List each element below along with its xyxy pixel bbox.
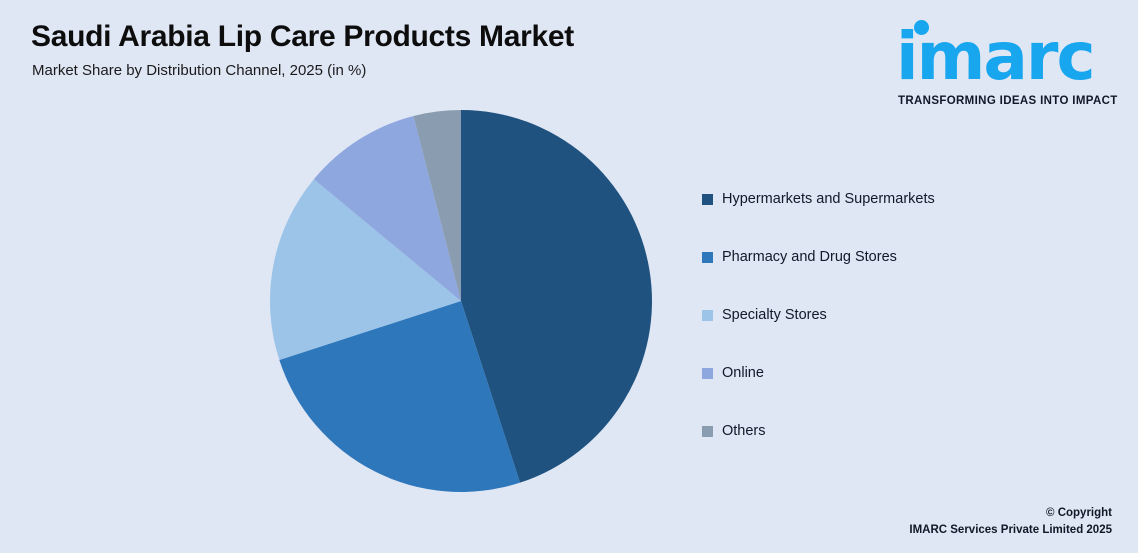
pie-chart-svg bbox=[270, 110, 652, 492]
legend-item-label: Specialty Stores bbox=[722, 307, 827, 323]
logo-wordmark: imarc bbox=[896, 18, 1096, 95]
legend-item[interactable]: Others bbox=[702, 402, 1032, 460]
pie-slice[interactable] bbox=[313, 116, 461, 301]
legend-swatch-icon bbox=[702, 425, 713, 437]
legend-item-label: Online bbox=[722, 365, 764, 381]
page-title: Saudi Arabia Lip Care Products Market bbox=[31, 20, 574, 53]
pie-chart bbox=[270, 110, 652, 492]
logo-tagline: TRANSFORMING IDEAS INTO IMPACT bbox=[898, 95, 1118, 107]
legend-item-label: Others bbox=[722, 423, 766, 439]
pie-slice[interactable] bbox=[461, 110, 652, 483]
copyright-line: © Copyright bbox=[1046, 507, 1112, 519]
imarc-logo: imarc TRANSFORMING IDEAS INTO IMPACT bbox=[888, 12, 1120, 108]
logo-dot-icon bbox=[914, 20, 929, 35]
legend-swatch-icon bbox=[702, 367, 713, 379]
pie-slice[interactable] bbox=[270, 179, 461, 361]
chart-subtitle: Market Share by Distribution Channel, 20… bbox=[32, 62, 367, 79]
legend-swatch-icon bbox=[702, 251, 713, 263]
legend-swatch-icon bbox=[702, 193, 713, 205]
pie-slice[interactable] bbox=[279, 301, 521, 492]
legend-item[interactable]: Pharmacy and Drug Stores bbox=[702, 228, 1032, 286]
chart-legend: Hypermarkets and Supermarkets Pharmacy an… bbox=[702, 170, 1032, 460]
legend-item-label: Hypermarkets and Supermarkets bbox=[722, 191, 935, 207]
legend-item-label: Pharmacy and Drug Stores bbox=[722, 249, 897, 265]
footer: © Copyright IMARC Services Private Limit… bbox=[909, 505, 1112, 539]
legend-item[interactable]: Specialty Stores bbox=[702, 286, 1032, 344]
pie-slice[interactable] bbox=[413, 110, 462, 301]
legend-item[interactable]: Online bbox=[702, 344, 1032, 402]
copyright-owner-line: IMARC Services Private Limited 2025 bbox=[909, 524, 1112, 536]
legend-swatch-icon bbox=[702, 309, 713, 321]
legend-item[interactable]: Hypermarkets and Supermarkets bbox=[702, 170, 1032, 228]
